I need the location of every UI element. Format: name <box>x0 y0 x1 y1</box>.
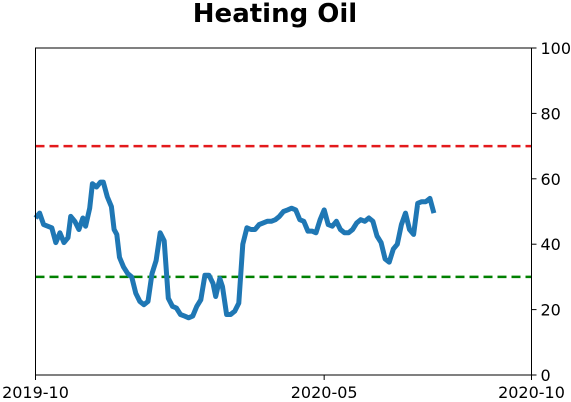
x-tick-label: 2019-10 <box>2 383 69 402</box>
y-tick-label: 0 <box>541 366 551 385</box>
y-tick-label: 20 <box>541 301 561 320</box>
x-tick-label: 2020-05 <box>291 383 358 402</box>
y-tick-label: 100 <box>541 39 571 58</box>
series-line <box>33 179 437 321</box>
x-axis: 2019-10 2020-05 2020-10 <box>2 375 565 402</box>
plot-frame <box>35 47 532 376</box>
series-layer <box>33 179 437 321</box>
threshold-lines <box>35 144 532 279</box>
y-tick-label: 40 <box>541 235 561 254</box>
y-tick-label: 60 <box>541 170 561 189</box>
chart-title: Heating Oil <box>193 0 357 29</box>
y-axis: 0 20 40 60 80 100 <box>531 39 571 385</box>
y-tick-label: 80 <box>541 104 561 123</box>
x-tick-label: 2020-10 <box>498 383 565 402</box>
